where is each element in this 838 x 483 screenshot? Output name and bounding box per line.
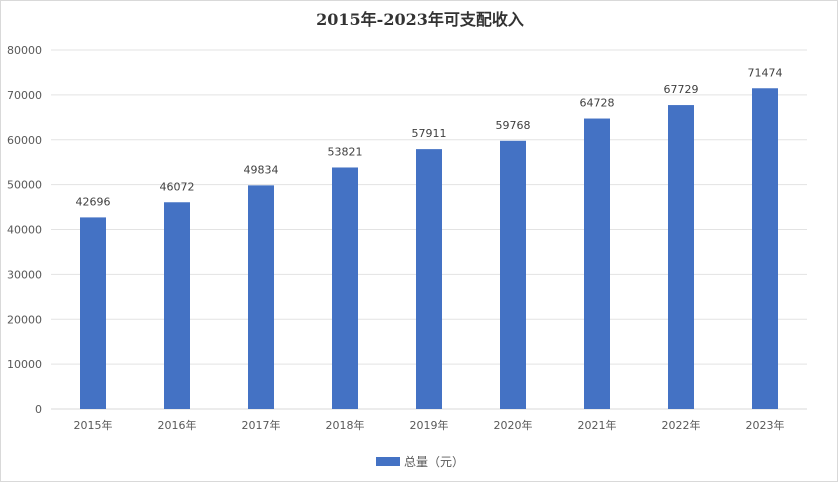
bar-2020年 (500, 140, 526, 409)
bar-2018年 (332, 167, 358, 409)
x-tick-label: 2018年 (326, 418, 365, 432)
data-label: 42696 (76, 195, 111, 208)
x-tick-label: 2020年 (494, 418, 533, 432)
legend-label: 总量（元） (404, 455, 464, 469)
data-label: 49834 (244, 163, 279, 176)
x-axis: 2015年 2016年 2017年 2018年 2019年 2020年 2021年 2022年… (74, 418, 785, 432)
bar-2019年 (416, 149, 442, 409)
bars: 42696 46072 49834 53821 57911 59768 64728 67729… (76, 66, 783, 410)
bar-2022年 (668, 105, 694, 410)
y-tick-label: 60000 (7, 134, 42, 147)
x-tick-label: 2016年 (158, 418, 197, 432)
bar-2023年 (752, 88, 778, 409)
y-tick-label: 40000 (7, 224, 42, 237)
y-tick-label: 70000 (7, 89, 42, 102)
legend: 总量（元） (376, 455, 464, 469)
bar-2017年 (248, 185, 274, 409)
x-tick-label: 2023年 (746, 418, 785, 432)
chart-title: 2015年-2023年可支配收入 (316, 10, 524, 29)
x-tick-label: 2015年 (74, 418, 113, 432)
data-label: 57911 (412, 127, 447, 140)
bar-2021年 (584, 118, 610, 410)
x-tick-label: 2022年 (662, 418, 701, 432)
x-tick-label: 2021年 (578, 418, 617, 432)
legend-swatch (376, 457, 400, 466)
y-tick-label: 0 (35, 403, 42, 416)
data-label: 46072 (160, 180, 195, 193)
y-axis: 0 10000 20000 30000 40000 50000 60000 70000 8000… (7, 44, 42, 416)
y-tick-label: 20000 (7, 313, 42, 326)
y-tick-label: 30000 (7, 268, 42, 281)
x-tick-label: 2019年 (410, 418, 449, 432)
data-label: 64728 (580, 97, 615, 110)
bar-2016年 (164, 202, 190, 409)
data-label: 67729 (664, 83, 699, 96)
data-label: 53821 (328, 145, 363, 158)
bar-2015年 (80, 217, 106, 409)
y-tick-label: 10000 (7, 358, 42, 371)
x-tick-label: 2017年 (242, 418, 281, 432)
y-tick-label: 50000 (7, 179, 42, 192)
data-label: 71474 (748, 66, 783, 79)
y-tick-label: 80000 (7, 44, 42, 57)
data-label: 59768 (496, 119, 531, 132)
